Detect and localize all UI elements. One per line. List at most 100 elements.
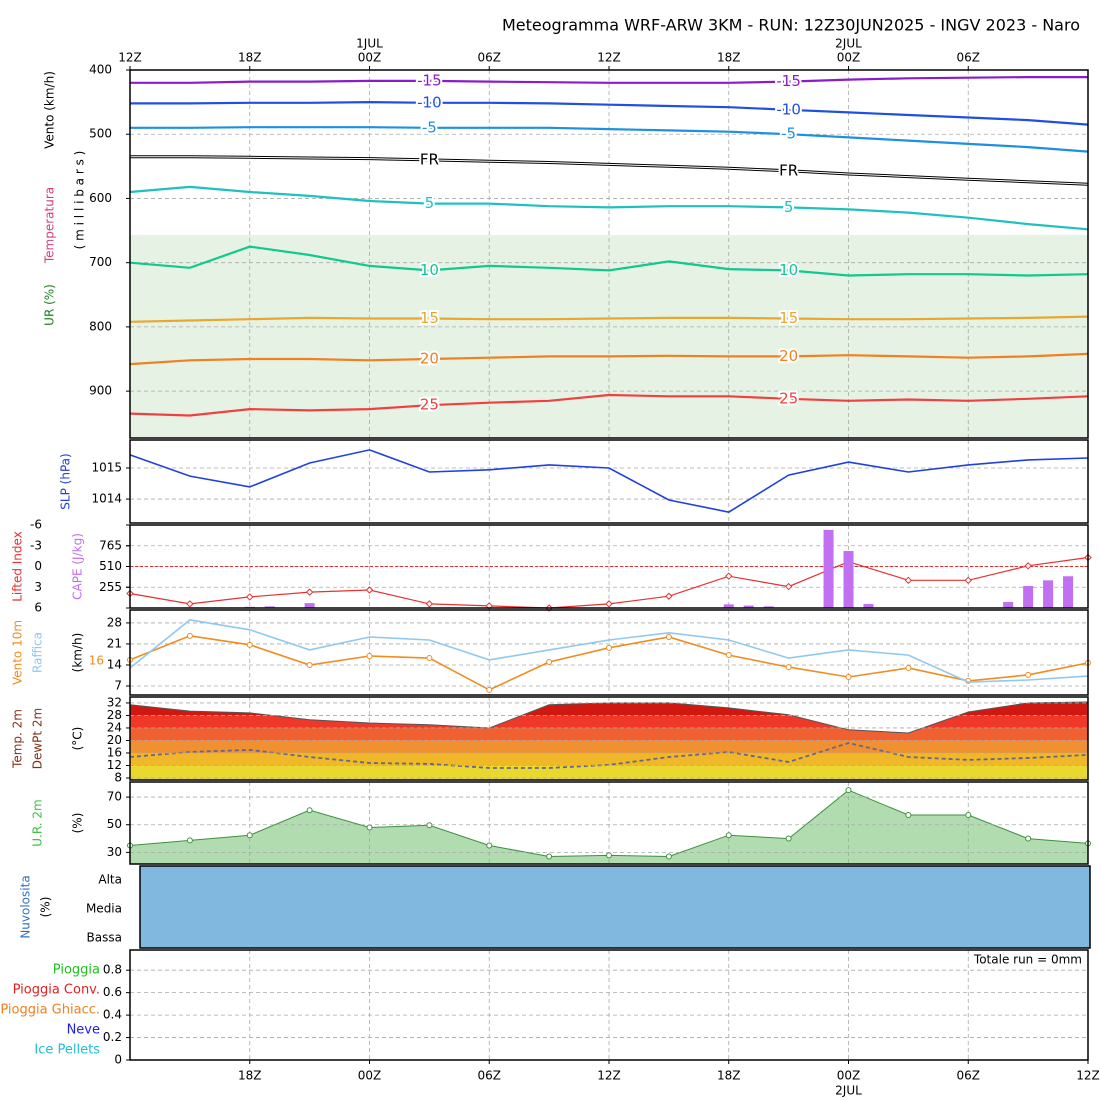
isotherm-label: -10 xyxy=(776,100,801,118)
x-tick-label: 12Z xyxy=(118,51,142,65)
y-tick-label: 50 xyxy=(107,817,122,831)
bar xyxy=(863,603,874,608)
line xyxy=(129,449,1089,513)
cloud-level: Bassa xyxy=(87,931,122,945)
y-tick-label: 14 xyxy=(107,657,122,671)
axis-label: Vento (km/h) xyxy=(43,71,57,149)
isotherm-label: 20 xyxy=(420,350,439,368)
axis-label: Lifted Index xyxy=(11,531,25,602)
y-tick-label: 400 xyxy=(89,63,112,77)
isotherm xyxy=(130,76,1088,84)
axis-label: UR (%) xyxy=(43,284,57,326)
area xyxy=(130,790,1088,864)
isotherm-label: -10 xyxy=(417,93,442,111)
point xyxy=(845,787,852,794)
x-tick-label: 06Z xyxy=(478,1069,502,1083)
x-tick-label: 12Z xyxy=(597,1069,621,1083)
point xyxy=(665,634,672,641)
point xyxy=(306,807,313,814)
x-tick-label: 00Z xyxy=(358,1069,382,1083)
point xyxy=(186,837,193,844)
y-tick-label: 0 xyxy=(114,1053,122,1067)
x-tick-label: 06Z xyxy=(478,51,502,65)
point xyxy=(725,652,732,659)
isotherm-inner xyxy=(130,156,1089,185)
legend-entry: Ice Pellets xyxy=(34,1043,100,1058)
point xyxy=(665,592,673,600)
point xyxy=(606,644,612,651)
point xyxy=(784,582,793,591)
axis-label: (%) xyxy=(71,813,85,834)
bar xyxy=(843,551,854,608)
legend-entry: Neve xyxy=(67,1023,100,1038)
x-tick-label: 00Z xyxy=(837,51,861,65)
date-label: 1JUL xyxy=(356,37,383,51)
point xyxy=(606,852,612,859)
point xyxy=(366,652,373,659)
y-tick-label: 8 xyxy=(114,770,122,784)
point xyxy=(1025,671,1032,678)
axis-label: (km/h) xyxy=(71,633,85,673)
isotherm-label: -15 xyxy=(417,71,442,89)
point xyxy=(306,661,313,668)
point xyxy=(725,832,732,839)
bar xyxy=(264,606,275,608)
y-tick-label: 0.8 xyxy=(103,963,122,977)
y-tick-label: 70 xyxy=(107,790,122,804)
x-tick-label: 18Z xyxy=(238,51,262,65)
isotherm-label: 10 xyxy=(420,261,439,279)
point xyxy=(546,658,553,665)
x-tick-label: 12Z xyxy=(597,51,621,65)
y-tick-label: 0.2 xyxy=(103,1030,122,1044)
x-tick-label: 12Z xyxy=(1076,1069,1100,1083)
bar xyxy=(1003,601,1014,608)
axis-label: (°C) xyxy=(71,727,85,751)
y-tick-label: 900 xyxy=(89,384,112,398)
panel-frame xyxy=(129,439,1089,524)
panel-frame xyxy=(129,949,1089,1061)
bar xyxy=(763,606,774,608)
axis-label: Temp. 2m xyxy=(11,709,25,769)
panel-frame xyxy=(129,696,1089,781)
isotherm-label: -15 xyxy=(776,72,801,90)
isotherm xyxy=(129,393,1089,417)
isotherm-label: 20 xyxy=(779,347,798,365)
temp-band xyxy=(130,727,1088,741)
point xyxy=(486,686,493,693)
bar xyxy=(304,603,315,608)
point xyxy=(305,588,314,596)
y-tick-label: 21 xyxy=(107,636,122,650)
y-tick-label: 16 xyxy=(107,745,122,759)
point xyxy=(246,641,253,648)
isotherm xyxy=(129,185,1089,231)
current-label: 16 xyxy=(89,654,104,668)
point xyxy=(425,600,434,608)
y-tick-label: 7 xyxy=(114,678,122,692)
date-label: 2JUL xyxy=(835,37,862,51)
axis-label: Raffica xyxy=(31,632,45,673)
y-tick-label: 30 xyxy=(107,845,122,859)
point xyxy=(665,853,672,860)
point xyxy=(546,853,553,860)
isotherm-label: 10 xyxy=(779,261,798,279)
point xyxy=(725,572,733,580)
line xyxy=(129,742,1089,769)
x-tick-label: 18Z xyxy=(717,51,741,65)
axis-label: DewPt 2m xyxy=(31,708,45,770)
isotherm-label: FR xyxy=(420,150,439,168)
y-tick-label: 600 xyxy=(89,191,112,205)
temp-band xyxy=(130,715,1088,728)
point xyxy=(904,576,913,585)
cloud-cover xyxy=(140,866,1090,948)
y-tick-label: 6 xyxy=(34,601,42,615)
isotherm xyxy=(130,126,1089,153)
point xyxy=(186,632,193,639)
bar xyxy=(743,605,754,608)
point xyxy=(964,576,972,585)
cloud-level: Media xyxy=(86,902,122,916)
point xyxy=(785,664,792,671)
y-tick-label: 700 xyxy=(89,255,112,269)
y-tick-label: 24 xyxy=(107,720,122,734)
total-annotation: Totale run = 0mm xyxy=(973,953,1082,967)
y-tick-label: 800 xyxy=(89,319,112,333)
